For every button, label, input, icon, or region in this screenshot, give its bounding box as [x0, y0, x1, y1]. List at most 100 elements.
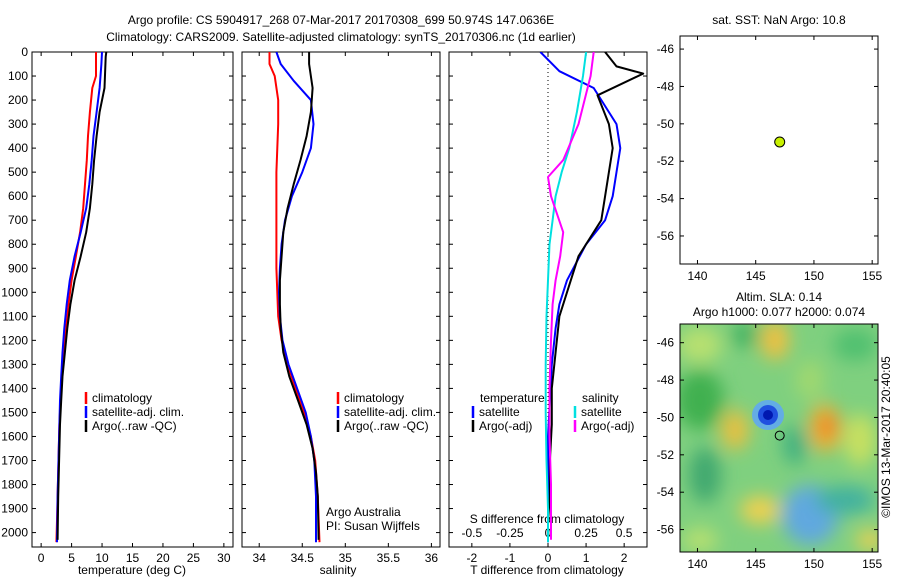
legend-label-climatology: climatology — [92, 391, 152, 405]
y-tick-label: 1500 — [1, 405, 28, 419]
y-tick-label: 1000 — [1, 285, 28, 299]
title-line-1: Argo profile: CS 5904917_268 07-Mar-2017… — [128, 13, 554, 27]
y-tick-label: 1600 — [1, 429, 28, 443]
temperature-panel-frame — [31, 51, 234, 548]
sla-map-frame — [679, 323, 879, 553]
x-tick-label: 0 — [38, 551, 45, 565]
legend-label-satellite: satellite-adj. clim. — [92, 405, 184, 419]
difference-series-group — [539, 52, 645, 543]
y-tick-label: 900 — [8, 261, 28, 275]
map-y-tick-label: -54 — [657, 192, 675, 206]
y-tick-label: 2000 — [1, 526, 28, 540]
map-y-tick-label: -48 — [657, 373, 675, 387]
title-line-2: Climatology: CARS2009. Satellite-adjuste… — [106, 30, 576, 44]
sla-map-title-2: Argo h1000: 0.077 h2000: 0.074 — [693, 305, 865, 319]
sla-heatmap — [680, 324, 878, 552]
y-tick-label: 1800 — [1, 478, 28, 492]
axis-ticks-layer: 0100200300400500600700800900100011001200… — [1, 36, 883, 571]
temperature-legend: climatology satellite-adj. clim. Argo(..… — [84, 391, 184, 433]
difference-legend: temperature salinity satellite Argo(-adj… — [471, 391, 634, 433]
y-tick-label: 0 — [21, 45, 28, 59]
x-tick-label-salinity: -0.5 — [462, 526, 483, 540]
legend-label-argo: Argo(..raw -QC) — [344, 419, 429, 433]
y-tick-label: 100 — [8, 69, 28, 83]
map-x-tick-label: 150 — [804, 557, 824, 571]
y-tick-label: 1100 — [2, 309, 28, 323]
x-tick-label: 35.5 — [377, 551, 401, 565]
x-tick-label: 25 — [187, 551, 201, 565]
map-x-tick-label: 145 — [746, 269, 766, 283]
legend-label-satellite: satellite-adj. clim. — [344, 405, 436, 419]
sst-map-frame — [679, 35, 879, 265]
x-tick-label: 30 — [217, 551, 231, 565]
salinity-legend: climatology satellite-adj. clim. Argo(..… — [336, 391, 436, 433]
series-line-salinity-satellite — [544, 52, 588, 543]
map-y-tick-label: -48 — [657, 79, 675, 93]
legend-header-salinity: salinity — [582, 391, 619, 405]
series-line-argo-raw-qc — [56, 52, 108, 540]
map-x-tick-label: 155 — [862, 269, 882, 283]
x-tick-label: 20 — [156, 551, 170, 565]
x-tick-label: 1 — [583, 551, 590, 565]
y-tick-label: 500 — [8, 165, 28, 179]
x-tick-label-salinity: 0.25 — [574, 526, 598, 540]
y-tick-label: 1300 — [1, 357, 28, 371]
x-tick-label-salinity: 0.5 — [616, 526, 633, 540]
map-y-tick-label: -56 — [657, 523, 675, 537]
argo-location-marker — [774, 430, 785, 441]
x-tick-label: -1 — [505, 551, 516, 565]
map-y-tick-label: -50 — [657, 410, 675, 424]
legend-label-sal-argo: Argo(-adj) — [581, 419, 634, 433]
map-y-tick-label: -54 — [657, 485, 675, 499]
x-tick-label: 34.5 — [291, 551, 315, 565]
map-points-layer — [774, 136, 786, 441]
legend-label-temp-argo: Argo(-adj) — [479, 419, 532, 433]
map-y-tick-label: -46 — [657, 42, 675, 56]
credit-label: ©IMOS 13-Mar-2017 20:40:05 — [879, 356, 893, 518]
y-tick-label: 600 — [8, 189, 28, 203]
y-tick-label: 1200 — [1, 333, 28, 347]
map-y-tick-label: -56 — [657, 229, 675, 243]
x-tick-label: 0 — [545, 551, 552, 565]
annotation-line-2: PI: Susan Wijffels — [326, 519, 420, 533]
series-line-salinity-argo — [547, 52, 595, 540]
salinity-xlabel: salinity — [320, 563, 357, 577]
map-x-tick-label: 155 — [862, 557, 882, 571]
y-tick-label: 1900 — [1, 502, 28, 516]
x-tick-label: 36 — [425, 551, 439, 565]
y-tick-label: 400 — [8, 141, 28, 155]
map-y-tick-label: -52 — [657, 154, 675, 168]
difference-xlabel: T difference from climatology — [470, 563, 624, 577]
map-y-tick-label: -50 — [657, 117, 675, 131]
annotation-line-1: Argo Australia — [326, 505, 401, 519]
y-tick-label: 700 — [8, 213, 28, 227]
x-tick-label: 35 — [339, 551, 353, 565]
legend-label-temp-satellite: satellite — [479, 405, 520, 419]
x-tick-label-salinity: -0.25 — [496, 526, 524, 540]
series-line-temperature-satellite — [539, 52, 622, 543]
y-tick-label: 200 — [8, 93, 28, 107]
legend-label-sal-satellite: satellite — [581, 405, 622, 419]
x-tick-label: 2 — [621, 551, 628, 565]
map-x-tick-label: 145 — [746, 557, 766, 571]
sst-map-title: sat. SST: NaN Argo: 10.8 — [712, 13, 846, 27]
x-tick-label: 34 — [253, 551, 267, 565]
map-y-tick-label: -46 — [657, 336, 675, 350]
map-x-tick-label: 140 — [687, 557, 707, 571]
legend-label-climatology: climatology — [344, 391, 404, 405]
y-tick-label: 1700 — [1, 453, 28, 467]
legend-header-temperature: temperature — [480, 391, 545, 405]
x-tick-label: 10 — [95, 551, 109, 565]
y-tick-label: 300 — [8, 117, 28, 131]
map-x-tick-label: 150 — [804, 269, 824, 283]
x-tick-label: 5 — [68, 551, 75, 565]
salinity-panel-frame — [241, 51, 441, 548]
series-line-argo-raw-qc — [278, 52, 320, 540]
salinity-series-group — [268, 52, 321, 543]
argo-location-marker — [774, 136, 786, 148]
series-layer — [55, 52, 645, 547]
map-x-tick-label: 140 — [687, 269, 707, 283]
x-tick-label: 15 — [126, 551, 140, 565]
x-tick-label: -2 — [467, 551, 478, 565]
